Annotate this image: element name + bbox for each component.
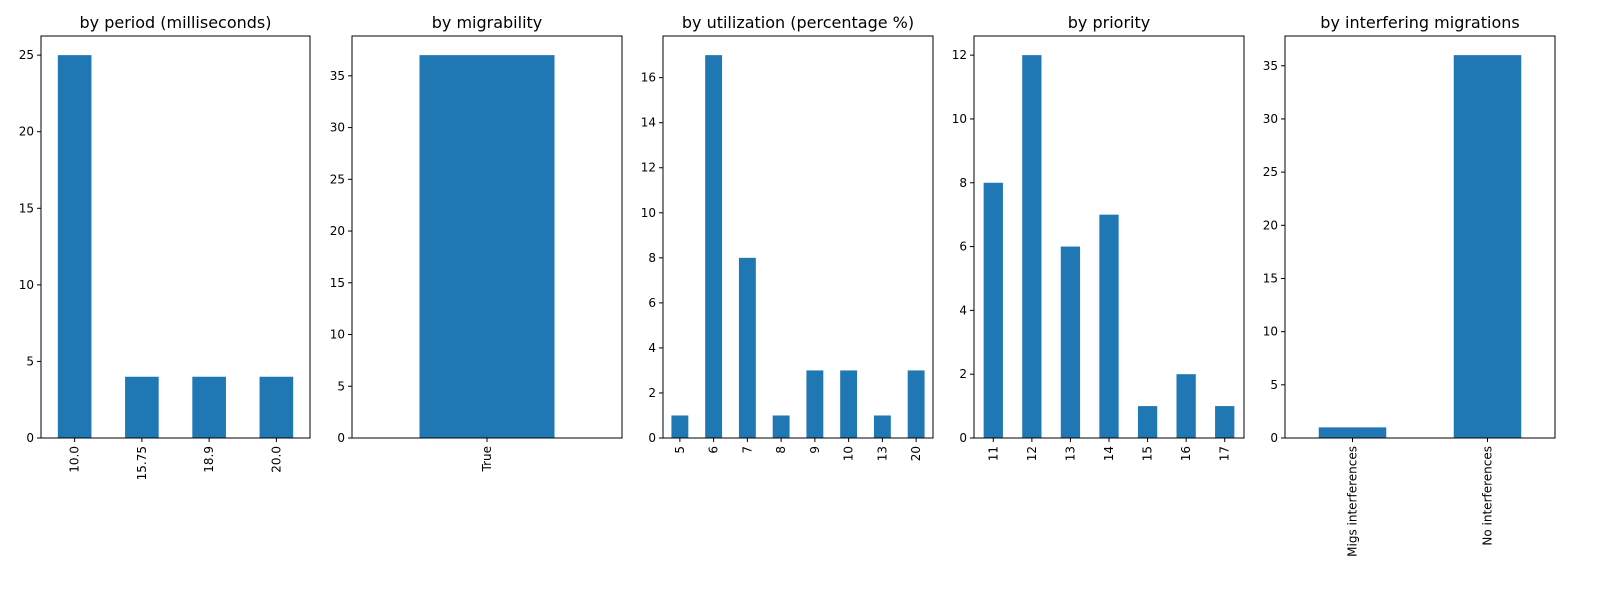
y-tick-label: 8 [648,251,656,265]
y-tick-label: 25 [19,48,34,62]
bar-4-5 [1137,406,1158,438]
x-tick-label: 9 [808,446,822,454]
x-tick-label: 13 [1063,446,1077,461]
y-tick-label: 2 [959,367,967,381]
axes-frame [973,35,1245,439]
bar-3-2 [705,55,723,438]
y-tick-label: 15 [330,276,345,290]
x-tick-label: 10.0 [68,446,82,473]
x-tick-label: 15 [1141,446,1155,461]
y-tick-label: 20 [1263,218,1278,232]
chart-title: by utilization (percentage %) [682,13,914,32]
x-tick-label: 5 [673,446,687,454]
chart-title: by priority [1068,13,1150,32]
x-tick-label: 14 [1102,446,1116,461]
y-tick-label: 35 [330,69,345,83]
x-tick-label: Migs interferences [1346,446,1360,557]
bar-3-4 [772,415,790,438]
x-tick-label: 13 [875,446,889,461]
axes-frame [662,35,934,439]
y-tick-label: 5 [1270,378,1278,392]
bar-3-7 [873,415,891,438]
x-tick-label: 6 [707,446,721,454]
axes-frame [351,35,623,439]
axes-frame [1284,35,1556,439]
bar-5-1 [1318,427,1387,438]
chart-panel-4: 11 12 13 14 15 16 17 0 2 4 6 8 10 12 by priority [952,13,1245,461]
y-tick-label: 20 [19,125,34,139]
y-tick-label: 25 [330,172,345,186]
x-tick-label: 12 [1025,446,1039,461]
bar-5-2 [1453,55,1522,438]
x-tick-label: True [480,446,494,473]
y-tick-label: 2 [648,386,656,400]
y-tick-label: 15 [1263,271,1278,285]
x-tick-label: 17 [1218,446,1232,461]
bar-4-3 [1060,246,1081,438]
y-tick-label: 35 [1263,59,1278,73]
y-tick-label: 10 [19,278,34,292]
bar-4-1 [983,182,1003,438]
y-tick-label: 8 [959,176,967,190]
y-tick-label: 5 [337,379,345,393]
chart-title: by migrability [432,13,543,32]
y-tick-label: 5 [26,354,34,368]
x-tick-label: 10 [842,446,856,461]
y-tick-label: 6 [648,296,656,310]
bar-4-2 [1022,55,1042,438]
chart-panel-1: 10.0 15.75 18.9 20.0 0 5 10 15 20 25 by period (mi… [19,13,311,480]
y-tick-label: 20 [330,224,345,238]
y-tick-label: 14 [641,116,656,130]
x-tick-label: 11 [986,446,1000,461]
bar-3-3 [738,257,756,438]
y-tick-label: 30 [330,121,345,135]
bar-3-1 [671,415,689,438]
y-tick-label: 4 [648,341,656,355]
chart-panel-5: Migs interferences No interferences 0 5 10 15… [1263,13,1556,557]
chart-title: by interfering migrations [1320,13,1519,32]
x-tick-label: 16 [1179,446,1193,461]
axes-frame [40,35,311,439]
y-tick-label: 10 [641,206,656,220]
y-tick-label: 30 [1263,112,1278,126]
x-tick-label: 15.75 [135,446,149,480]
bar-1-1 [57,55,92,438]
bar-3-6 [840,370,858,438]
y-tick-label: 4 [959,303,967,317]
y-tick-label: 0 [1270,431,1278,445]
bar-1-2 [125,376,159,438]
bar-2-1 [419,55,555,438]
x-tick-label: 20 [909,446,923,461]
y-tick-label: 10 [952,112,967,126]
y-tick-label: 6 [959,240,967,254]
x-tick-label: 18.9 [202,446,216,473]
y-tick-label: 10 [330,328,345,342]
y-tick-label: 12 [952,48,967,62]
chart-panel-2: True 0 5 10 15 20 25 30 35 by migrability [330,13,623,473]
x-tick-label: 7 [740,446,754,454]
y-tick-label: 10 [1263,325,1278,339]
y-tick-label: 25 [1263,165,1278,179]
bar-3-8 [907,370,925,438]
x-tick-label: No interferences [1481,446,1495,546]
x-tick-label: 8 [774,446,788,454]
y-tick-label: 0 [337,431,345,445]
y-tick-label: 0 [648,431,656,445]
bar-1-4 [259,376,294,438]
bar-4-7 [1215,406,1235,438]
bar-1-3 [192,376,226,438]
chart-panel-3: 5 6 7 8 9 10 13 20 0 2 4 6 8 10 12 14 16 by utilization (… [641,13,934,461]
bar-3-5 [806,370,824,438]
y-tick-label: 0 [26,431,34,445]
y-tick-label: 15 [19,201,34,215]
x-tick-label: 20.0 [269,446,283,473]
y-tick-label: 16 [641,71,656,85]
bar-4-6 [1176,374,1196,438]
y-tick-label: 12 [641,161,656,175]
y-tick-label: 0 [959,431,967,445]
chart-title: by period (milliseconds) [79,13,271,32]
bar-4-4 [1099,214,1119,438]
